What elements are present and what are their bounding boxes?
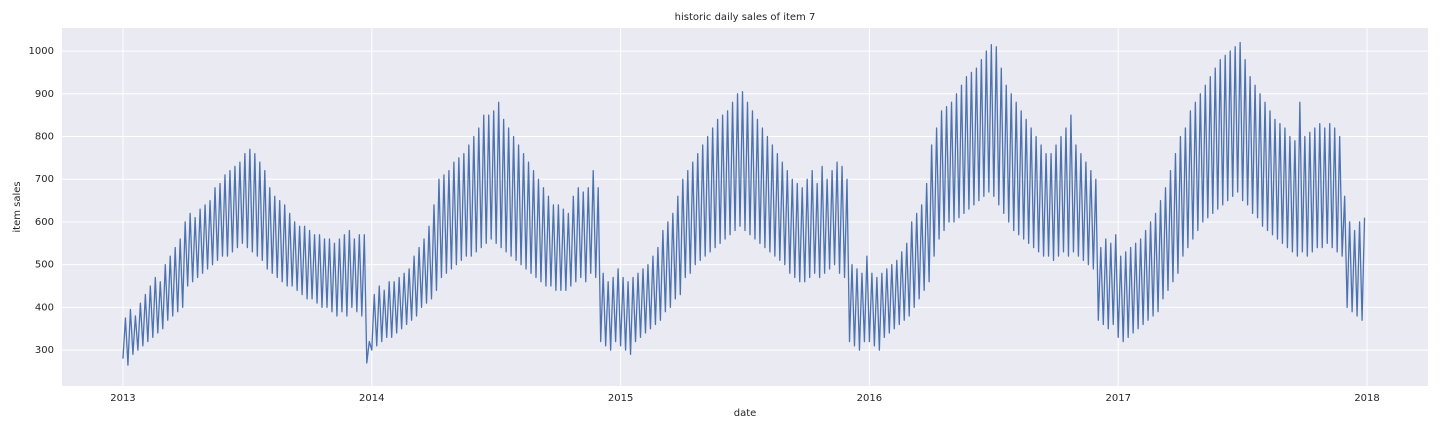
y-tick-label: 900 <box>35 89 54 100</box>
y-tick-label: 600 <box>35 217 54 228</box>
y-tick-label: 700 <box>35 174 54 185</box>
x-tick-label: 2018 <box>1354 393 1379 404</box>
y-tick-label: 500 <box>35 260 54 271</box>
x-tick-label: 2014 <box>359 393 384 404</box>
x-axis-label: date <box>734 408 757 419</box>
y-tick-label: 800 <box>35 132 54 143</box>
y-axis-label: item sales <box>12 181 23 232</box>
data-line <box>122 41 1366 366</box>
y-tick-label: 300 <box>35 345 54 356</box>
y-tick-label: 1000 <box>29 46 54 57</box>
x-tick-label: 2013 <box>110 393 135 404</box>
x-tick-label: 2015 <box>608 393 633 404</box>
x-tick-label: 2016 <box>857 393 882 404</box>
y-tick-label: 400 <box>35 302 54 313</box>
chart-title: historic daily sales of item 7 <box>675 12 816 23</box>
x-tick-label: 2017 <box>1105 393 1130 404</box>
